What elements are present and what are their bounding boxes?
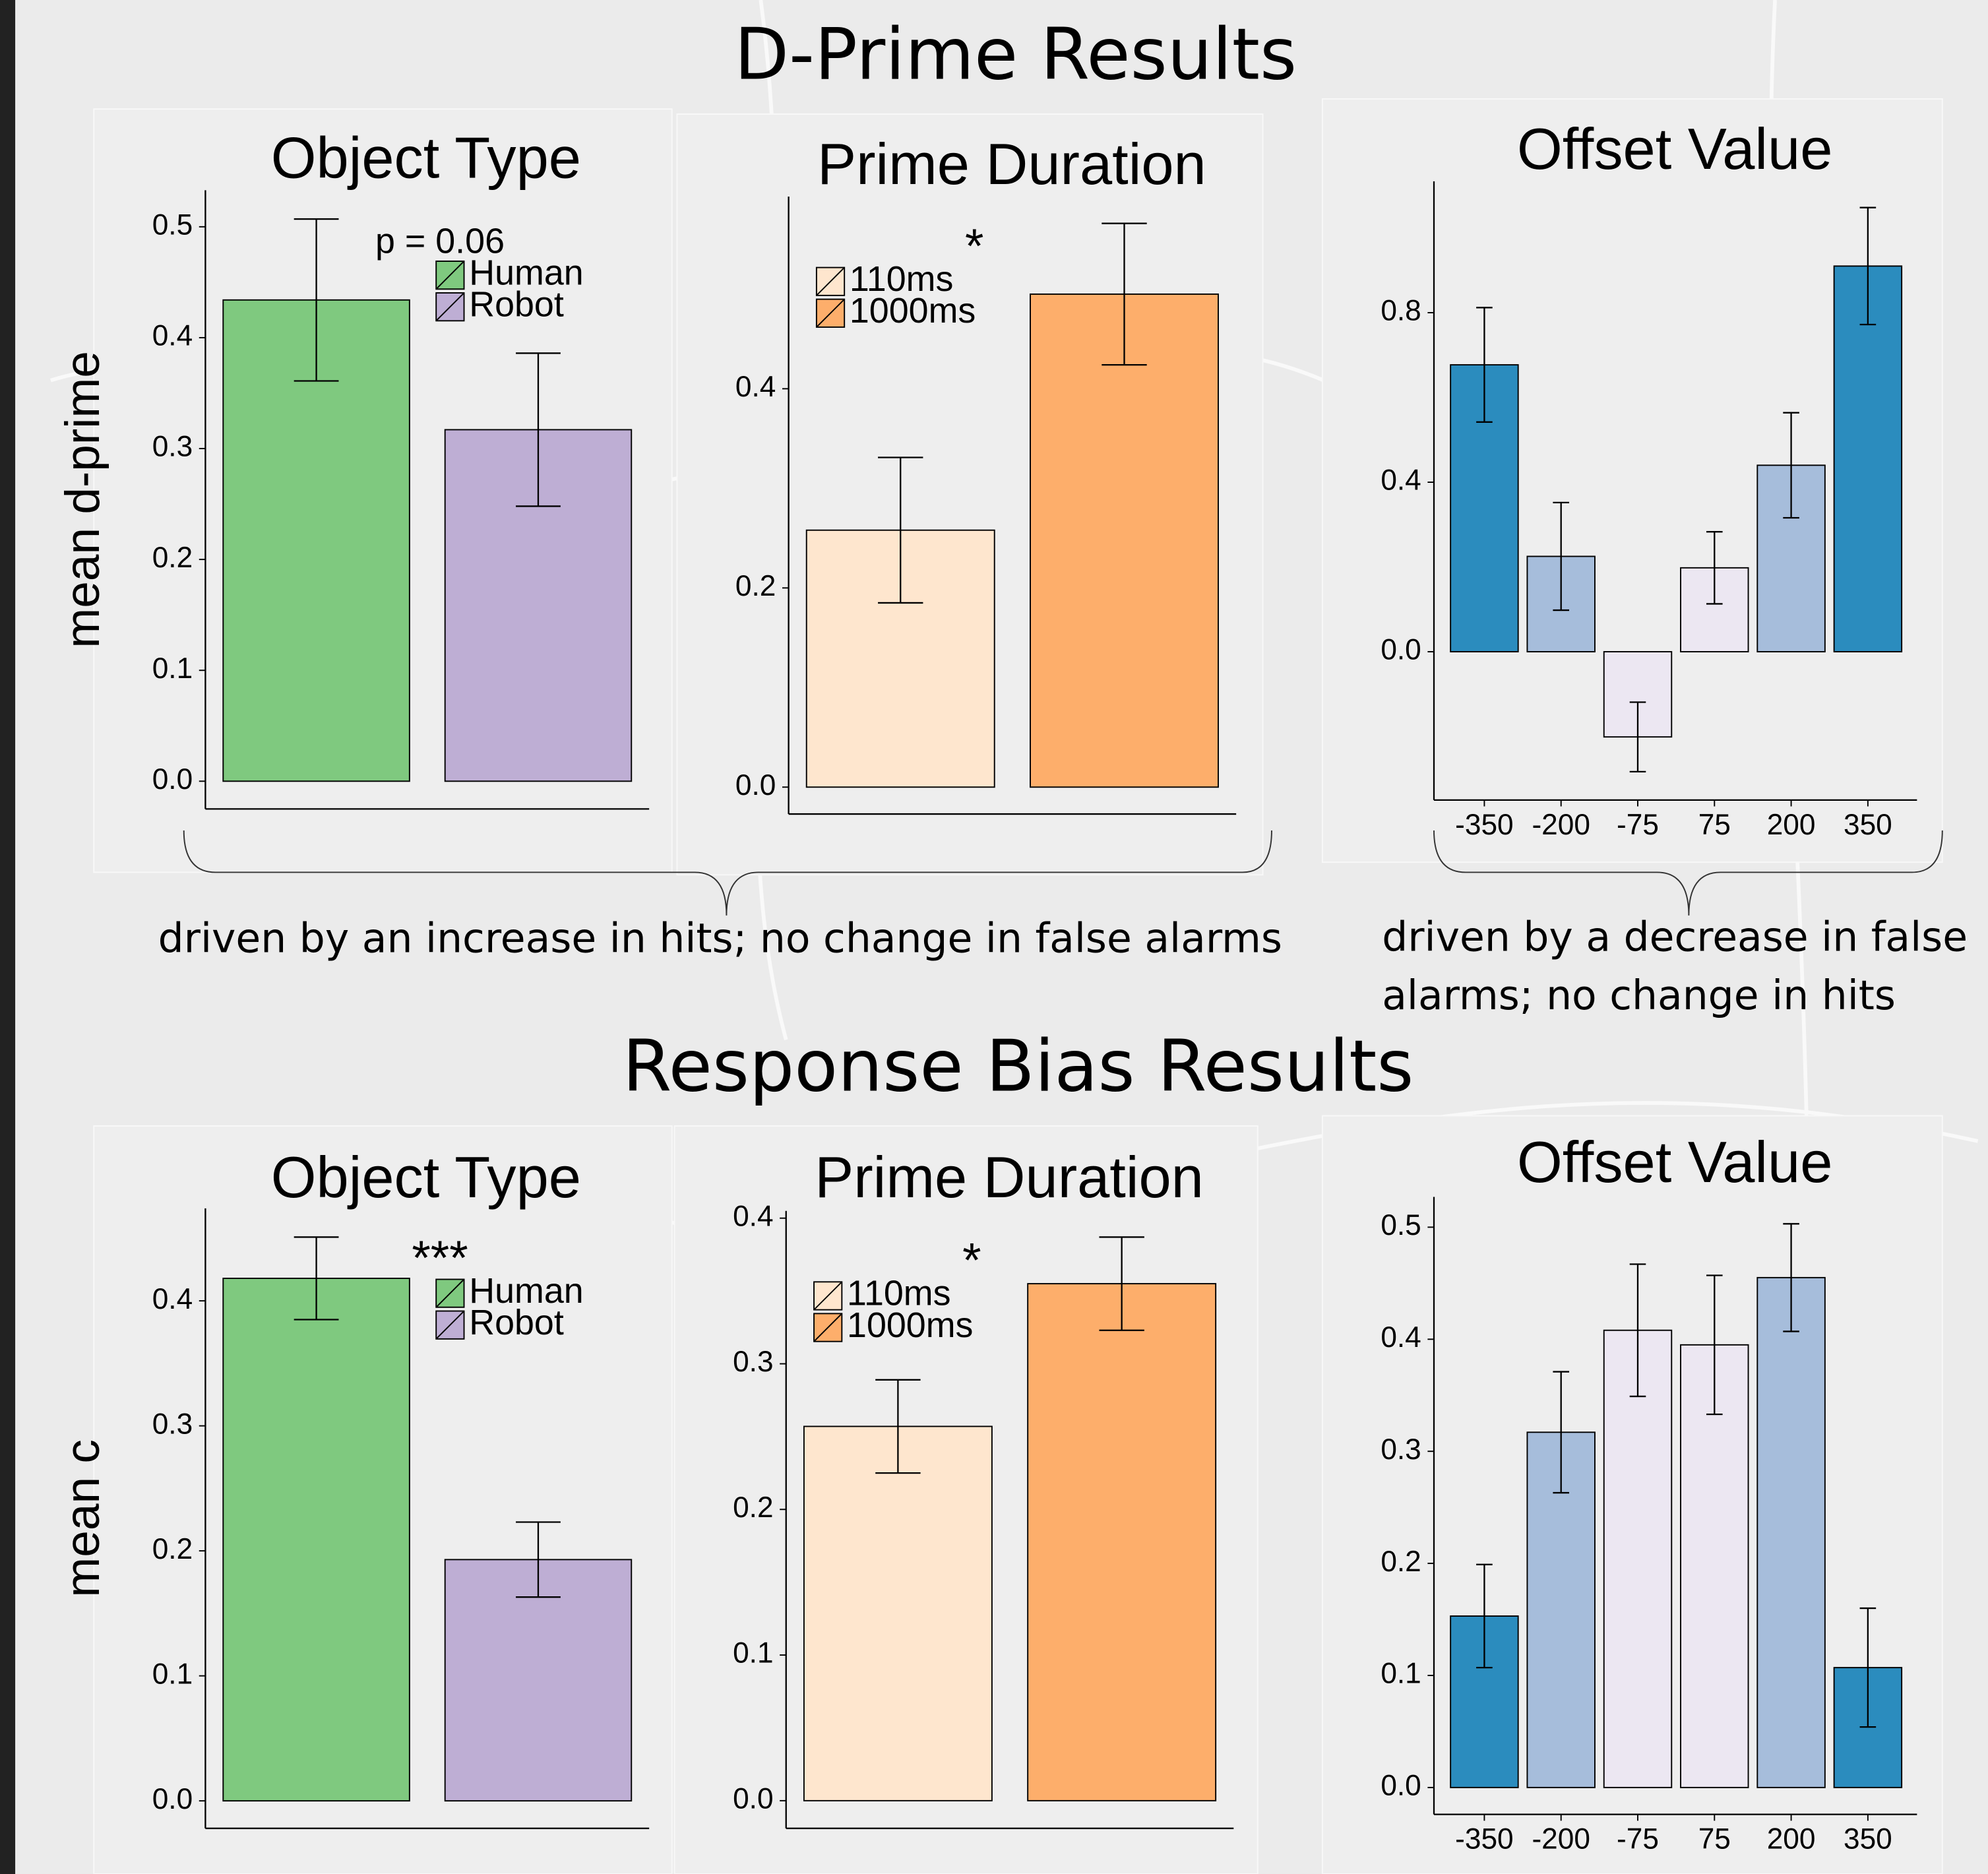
significance-annotation: p = 0.06 [375, 221, 505, 261]
legend-label: 1000ms [847, 1305, 973, 1345]
y-axis-label: mean c [56, 1439, 109, 1598]
y-axis-label: mean d-prime [56, 351, 109, 648]
chart-title: Prime Duration [817, 131, 1206, 197]
x-tick-label: -350 [1455, 809, 1513, 841]
y-tick-label: 0.3 [1381, 1433, 1421, 1466]
legend-label: Robot [469, 1303, 564, 1342]
legend-label: 1000ms [850, 291, 976, 330]
bar [1604, 1330, 1672, 1788]
y-tick-label: 0.3 [152, 1408, 193, 1440]
y-tick-label: 0.2 [152, 542, 193, 574]
x-tick-label: 350 [1844, 809, 1892, 841]
y-tick-label: 0.3 [733, 1346, 773, 1378]
y-tick-label: 0.0 [152, 1783, 193, 1815]
y-tick-label: 0.2 [735, 570, 776, 602]
y-tick-label: 0.8 [1381, 295, 1421, 327]
y-tick-label: 0.1 [152, 652, 193, 685]
bar [223, 1278, 410, 1801]
section-heading: Response Bias Results [623, 1026, 1414, 1108]
y-tick-label: 0.0 [1381, 1770, 1421, 1802]
bar [804, 1426, 992, 1800]
bar [1757, 1278, 1825, 1788]
x-tick-label: 75 [1698, 1823, 1731, 1856]
chart-title: Prime Duration [815, 1144, 1204, 1210]
y-tick-label: 0.4 [1381, 464, 1421, 497]
significance-annotation: *** [412, 1232, 468, 1285]
x-tick-label: -350 [1455, 1823, 1513, 1856]
page: Object Type mean d-prime 0.0 0.1 0.2 0.3 0.4 0.… [0, 0, 1988, 1874]
x-tick-label: -75 [1617, 809, 1659, 841]
y-tick-label: 0.0 [1381, 634, 1421, 666]
bar [1028, 1284, 1216, 1801]
y-tick-label: 0.4 [733, 1200, 773, 1232]
x-tick-label: 200 [1767, 1823, 1816, 1856]
y-tick-label: 0.1 [152, 1658, 193, 1690]
y-tick-label: 0.2 [1381, 1546, 1421, 1578]
y-tick-label: 0.2 [733, 1491, 773, 1524]
bar [1030, 294, 1218, 787]
chart: Offset Value 0.0 0.4 0.8 -350 -200 -75 75 200 350 [1322, 99, 1942, 862]
significance-annotation: * [965, 220, 983, 273]
y-tick-label: 0.4 [735, 371, 776, 403]
y-tick-label: 0.5 [152, 208, 193, 241]
chart-title: Object Type [271, 1144, 581, 1210]
y-tick-label: 0.0 [735, 769, 776, 801]
left-edge [0, 0, 15, 1874]
chart: Object Type mean d-prime 0.0 0.1 0.2 0.3 0.4 0.… [56, 109, 672, 872]
y-tick-label: 0.5 [1381, 1209, 1421, 1241]
legend-label: Robot [469, 284, 564, 324]
chart: Prime Duration0.00.10.20.30.4110ms1000ms… [675, 1126, 1258, 1874]
x-tick-label: 75 [1698, 809, 1731, 841]
x-tick-label: -75 [1617, 1823, 1659, 1856]
chart: Offset Value 0.0 0.1 0.2 0.3 0.4 0.5 -350 -200 -7… [1322, 1116, 1942, 1874]
chart-title: Object Type [271, 125, 581, 190]
y-tick-label: 0.4 [1381, 1321, 1421, 1354]
y-tick-label: 0.0 [152, 763, 193, 796]
x-tick-label: -200 [1532, 809, 1590, 841]
y-tick-label: 0.3 [152, 431, 193, 463]
y-tick-label: 0.4 [152, 320, 193, 352]
note: driven by a decrease in false [1382, 913, 1968, 960]
chart-title: Offset Value [1517, 1129, 1832, 1195]
y-tick-label: 0.4 [152, 1283, 193, 1315]
x-tick-label: 200 [1767, 809, 1816, 841]
note: driven by an increase in hits; no change… [158, 914, 1282, 962]
y-tick-label: 0.2 [152, 1533, 193, 1565]
y-tick-label: 0.1 [733, 1637, 773, 1670]
y-tick-label: 0.0 [733, 1783, 773, 1815]
chart-title: Offset Value [1517, 116, 1832, 181]
section-heading: D-Prime Results [734, 14, 1297, 96]
y-tick-label: 0.1 [1381, 1658, 1421, 1690]
note: alarms; no change in hits [1382, 972, 1896, 1019]
x-tick-label: 350 [1844, 1823, 1892, 1856]
poster: Object Type mean d-prime 0.0 0.1 0.2 0.3 0.4 0.… [0, 0, 1988, 1874]
x-tick-label: -200 [1532, 1823, 1590, 1856]
significance-annotation: * [962, 1234, 981, 1288]
